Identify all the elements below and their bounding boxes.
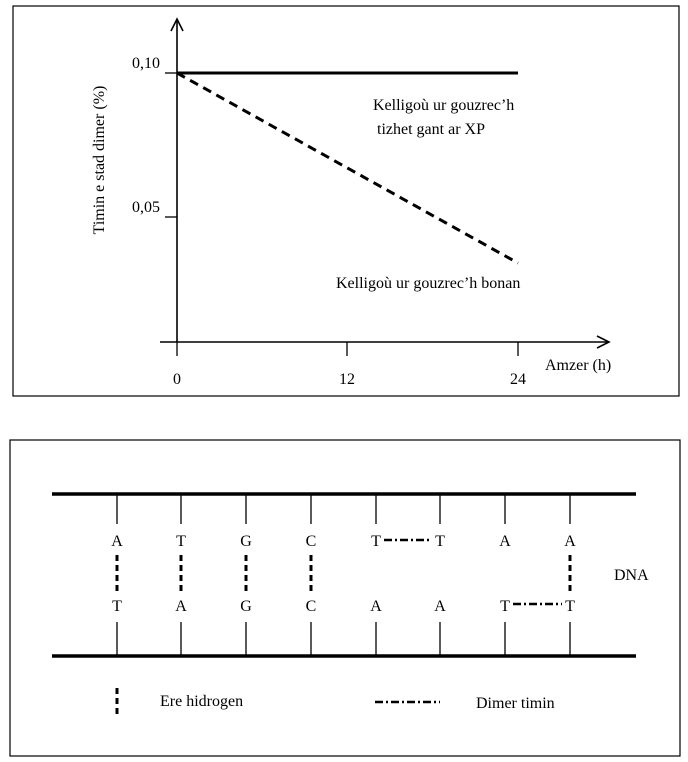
base-top: G (240, 533, 252, 550)
x-axis-label: Amzer (h) (545, 357, 611, 374)
annotation-xp-line1: Kelligoù ur gouzrec’h (373, 97, 514, 114)
base-top: T (435, 533, 445, 550)
base-top: A (564, 533, 576, 550)
x-axis-arrow (596, 335, 611, 349)
legend-hydrogen-label: Ere hidrogen (160, 693, 243, 710)
chart-panel: 0,10 0,05 0 12 24 Timin e stad dimer (%)… (12, 5, 680, 397)
base-top: T (176, 533, 186, 550)
base-bottom: A (175, 598, 187, 615)
x-tick-label-12: 12 (339, 371, 355, 388)
base-bottom: T (112, 598, 122, 615)
base-top: T (371, 533, 381, 550)
base-top: A (499, 533, 511, 550)
base-bottom: G (240, 598, 252, 615)
dna-frame (9, 439, 681, 757)
chart-frame (12, 5, 680, 397)
x-tick-label-24: 24 (510, 371, 526, 388)
dna-columns: A T G C T T A A T A G C A A T T (111, 494, 576, 656)
base-top: A (111, 533, 123, 550)
base-bottom: A (434, 598, 446, 615)
series-line-normal (176, 71, 519, 265)
annotation-xp-line2: tizhet gant ar XP (377, 121, 485, 138)
y-axis-label: Timin e stad dimer (%) (91, 86, 108, 235)
base-bottom: A (370, 598, 382, 615)
dna-label: DNA (614, 567, 649, 584)
base-top: C (306, 533, 317, 550)
base-bottom: C (306, 598, 317, 615)
annotation-normal: Kelligoù ur gouzrec’h bonan (336, 275, 520, 292)
y-axis-arrow (170, 17, 184, 32)
dna-panel: A T G C T T A A T A G C A A T T DNA Ere hidrogen Dimer … (9, 439, 681, 757)
base-bottom: T (500, 598, 510, 615)
y-tick-label-005: 0,05 (132, 199, 160, 216)
base-bottom: T (565, 598, 575, 615)
y-tick-label-010: 0,10 (132, 55, 160, 72)
x-tick-label-0: 0 (173, 371, 181, 388)
legend-dimer-label: Dimer timin (476, 695, 555, 712)
